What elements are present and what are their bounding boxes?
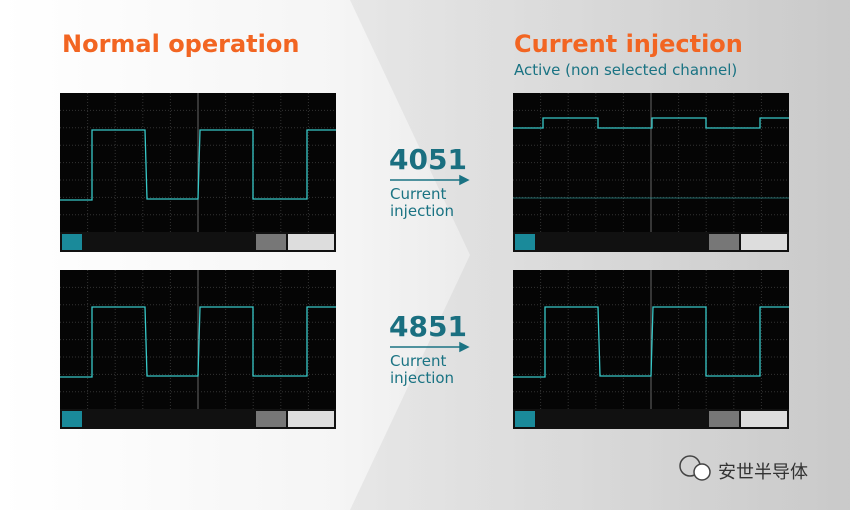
part-number: 4051 <box>389 143 467 176</box>
scope-screen <box>60 270 336 429</box>
info-box <box>741 411 787 427</box>
watermark: 安世半导体 <box>718 462 808 483</box>
wechat-icon <box>679 455 711 481</box>
channel-icon <box>62 234 82 250</box>
device-label: Current injection <box>390 352 455 387</box>
channel-icon <box>515 234 535 250</box>
scope-screen <box>513 93 789 252</box>
left-heading: Normal operation <box>62 30 300 58</box>
trace <box>60 129 336 201</box>
scope-screen <box>513 270 789 429</box>
scope-screen <box>60 93 336 252</box>
part-number: 4851 <box>389 310 467 343</box>
info-box <box>256 411 286 427</box>
info-box <box>288 234 334 250</box>
trace <box>60 306 336 378</box>
trace <box>513 306 789 378</box>
info-box <box>288 411 334 427</box>
channel-icon <box>62 411 82 427</box>
channel-icon <box>515 411 535 427</box>
device-label: Current injection <box>390 185 455 220</box>
info-box <box>741 234 787 250</box>
trace <box>513 117 789 129</box>
right-heading: Current injection <box>514 30 743 58</box>
info-box <box>709 234 739 250</box>
right-subheading: Active (non selected channel) <box>514 61 738 79</box>
info-box <box>256 234 286 250</box>
info-box <box>709 411 739 427</box>
